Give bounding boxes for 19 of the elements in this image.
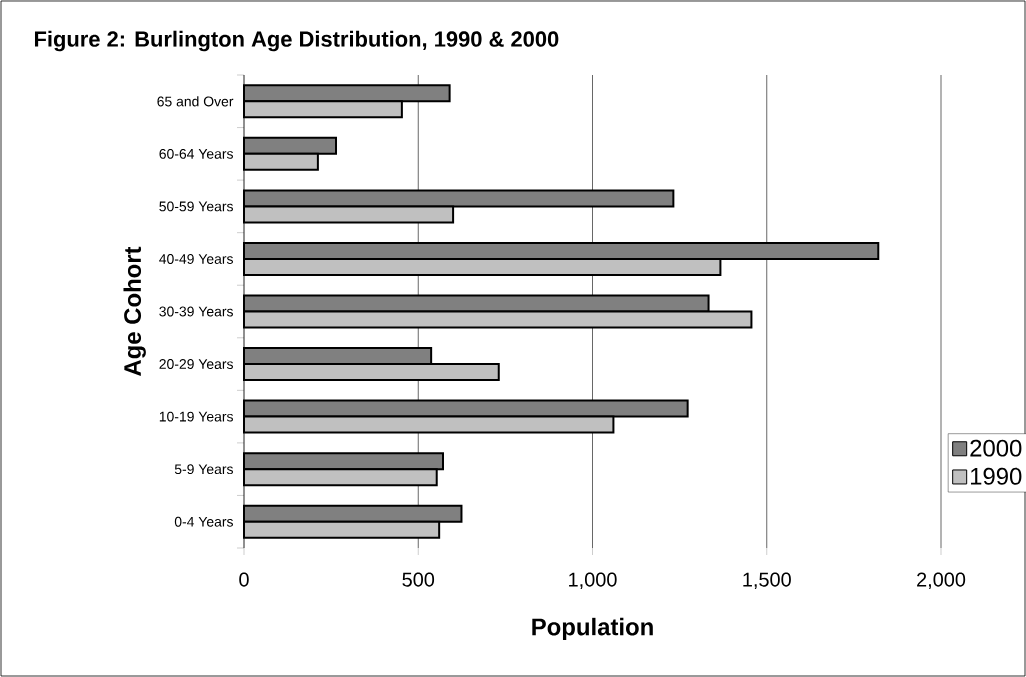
y-tick-label: 40-49 Years (159, 254, 233, 264)
y-tick-label: 60-64 Years (159, 148, 233, 159)
y-axis-title: Age Cohort (123, 246, 146, 376)
x-tick-label: 2,000 (917, 572, 966, 589)
y-tick-label: 0-4 Years (174, 516, 233, 527)
y-tick-label: 30-39 Years (159, 306, 233, 317)
x-tick-label: 0 (239, 572, 249, 587)
chart-title: Figure 2: Burlington Age Distribution, 1990 & 2000 (34, 30, 559, 52)
legend-label: 2000 (970, 439, 1022, 457)
y-tick-label: 10-19 Years (159, 411, 233, 422)
x-axis-title: Population (532, 617, 653, 641)
y-tick-label: 50-59 Years (159, 201, 233, 212)
y-tick-label: 5-9 Years (174, 464, 233, 475)
x-tick-label: 1,500 (743, 572, 791, 589)
x-tick-label: 1,000 (569, 572, 617, 589)
x-tick-label: 500 (402, 572, 435, 587)
y-tick-label: 65 and Over (157, 96, 234, 107)
y-tick-label: 20-29 Years (159, 359, 233, 370)
legend-label: 1990 (971, 467, 1022, 485)
